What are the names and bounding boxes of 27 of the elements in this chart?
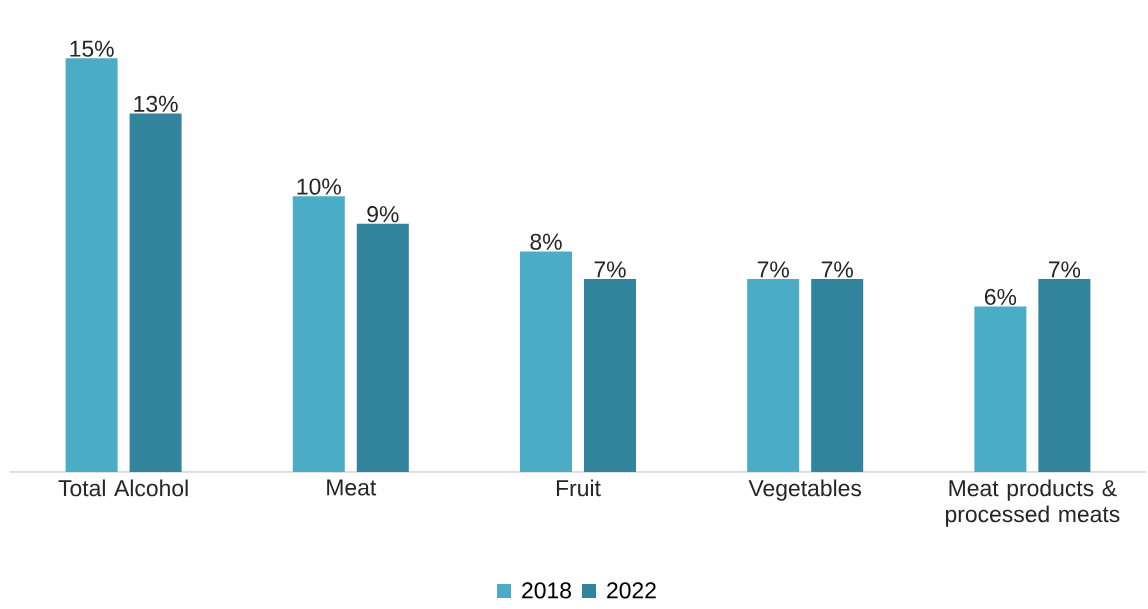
bar <box>356 223 409 472</box>
bar <box>583 278 636 472</box>
data-label: 7% <box>1048 261 1081 278</box>
bar <box>747 278 800 472</box>
x-tick-label: Fruit <box>556 479 601 497</box>
x-tick-label: Meat products & processed meats <box>945 479 1120 527</box>
data-label: 9% <box>367 206 399 223</box>
bar <box>292 196 345 472</box>
data-label: 7% <box>594 261 626 278</box>
bar <box>129 113 182 472</box>
data-label: 10% <box>297 178 341 195</box>
x-tick-label: Vegetables <box>748 479 862 501</box>
bar <box>974 306 1027 472</box>
data-label: 7% <box>757 261 789 278</box>
bar <box>519 251 572 472</box>
data-label: 8% <box>530 233 562 250</box>
bar <box>1038 278 1091 472</box>
data-label: 15% <box>70 40 114 57</box>
data-label: 6% <box>984 288 1017 305</box>
legend-label: 2018 <box>522 582 571 599</box>
bar <box>811 278 864 472</box>
x-tick-label: Meat <box>327 479 377 496</box>
bar <box>65 58 118 472</box>
legend-label: 2022 <box>607 582 656 599</box>
x-tick-label: Total Alcohol <box>58 479 188 497</box>
data-label: 7% <box>821 261 853 278</box>
data-label: 13% <box>134 95 178 112</box>
